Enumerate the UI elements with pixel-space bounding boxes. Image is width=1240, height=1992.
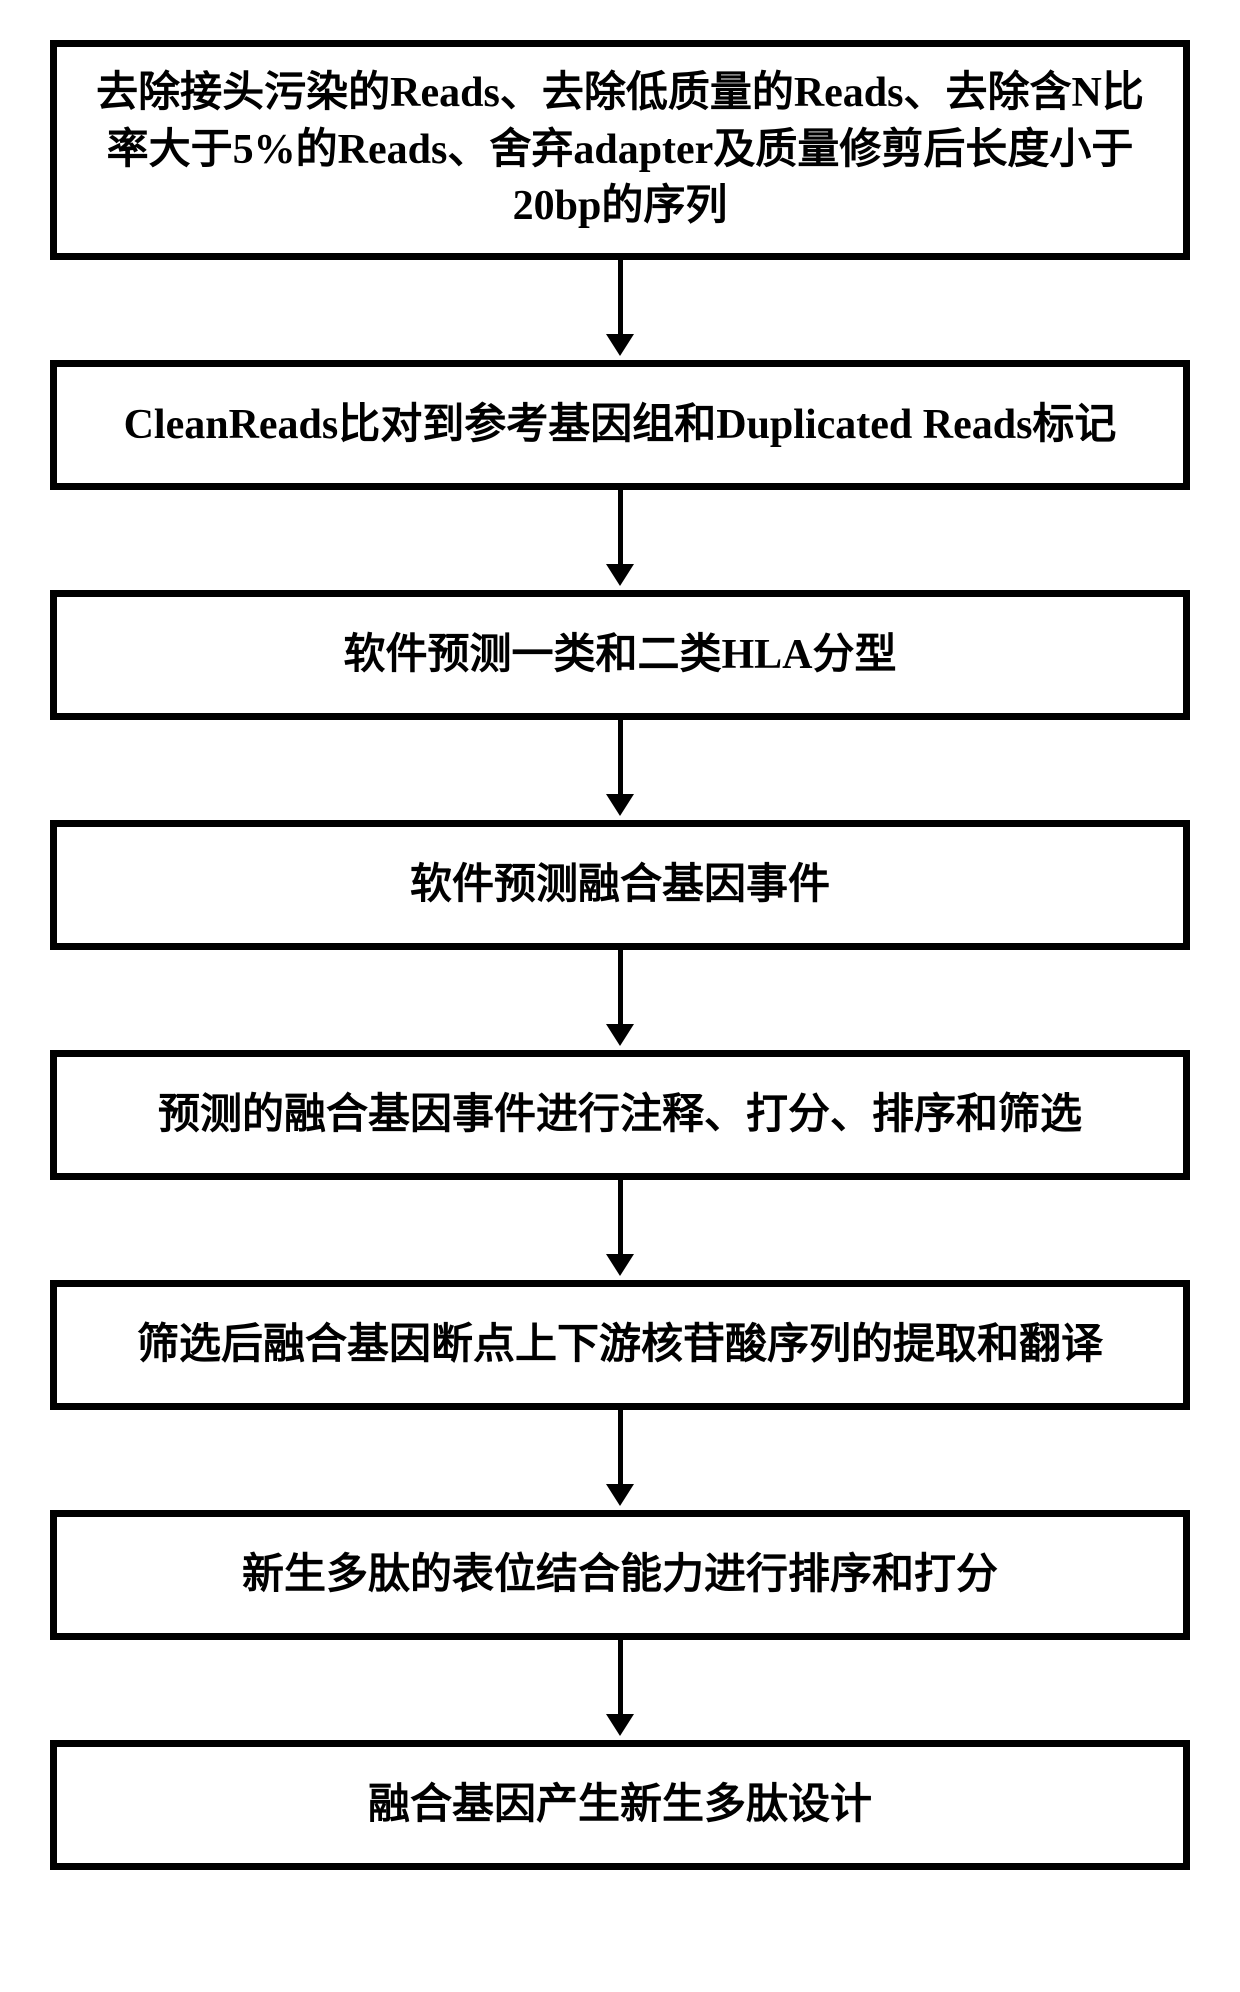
flowchart-node: CleanReads比对到参考基因组和Duplicated Reads标记 xyxy=(50,360,1190,490)
arrow-head-icon xyxy=(606,1484,634,1506)
flowchart-node: 软件预测一类和二类HLA分型 xyxy=(50,590,1190,720)
node-text: 新生多肽的表位结合能力进行排序和打分 xyxy=(242,1547,998,1604)
flowchart-arrow xyxy=(606,490,634,590)
arrow-line xyxy=(618,1410,623,1485)
flowchart-arrow xyxy=(606,1640,634,1740)
flowchart-arrow xyxy=(606,260,634,360)
flowchart-arrow xyxy=(606,1410,634,1510)
flowchart-node: 预测的融合基因事件进行注释、打分、排序和筛选 xyxy=(50,1050,1190,1180)
node-text: 筛选后融合基因断点上下游核苷酸序列的提取和翻译 xyxy=(137,1317,1103,1374)
flowchart-node: 软件预测融合基因事件 xyxy=(50,820,1190,950)
flowchart-node: 新生多肽的表位结合能力进行排序和打分 xyxy=(50,1510,1190,1640)
arrow-line xyxy=(618,720,623,795)
flowchart-node: 融合基因产生新生多肽设计 xyxy=(50,1740,1190,1870)
arrow-line xyxy=(618,260,623,335)
flowchart-arrow xyxy=(606,720,634,820)
node-text: 预测的融合基因事件进行注释、打分、排序和筛选 xyxy=(158,1087,1082,1144)
arrow-head-icon xyxy=(606,1714,634,1736)
flowchart-node: 筛选后融合基因断点上下游核苷酸序列的提取和翻译 xyxy=(50,1280,1190,1410)
node-text: CleanReads比对到参考基因组和Duplicated Reads标记 xyxy=(124,397,1117,454)
arrow-head-icon xyxy=(606,334,634,356)
arrow-line xyxy=(618,950,623,1025)
flowchart-container: 去除接头污染的Reads、去除低质量的Reads、去除含N比率大于5%的Read… xyxy=(0,0,1240,1992)
arrow-head-icon xyxy=(606,1024,634,1046)
arrow-head-icon xyxy=(606,794,634,816)
arrow-line xyxy=(618,490,623,565)
node-text: 软件预测融合基因事件 xyxy=(410,857,830,914)
flowchart-node: 去除接头污染的Reads、去除低质量的Reads、去除含N比率大于5%的Read… xyxy=(50,40,1190,260)
arrow-line xyxy=(618,1180,623,1255)
flowchart-arrow xyxy=(606,950,634,1050)
node-text: 去除接头污染的Reads、去除低质量的Reads、去除含N比率大于5%的Read… xyxy=(77,65,1163,235)
arrow-line xyxy=(618,1640,623,1715)
node-text: 软件预测一类和二类HLA分型 xyxy=(343,627,896,684)
arrow-head-icon xyxy=(606,1254,634,1276)
arrow-head-icon xyxy=(606,564,634,586)
flowchart-arrow xyxy=(606,1180,634,1280)
node-text: 融合基因产生新生多肽设计 xyxy=(368,1777,872,1834)
